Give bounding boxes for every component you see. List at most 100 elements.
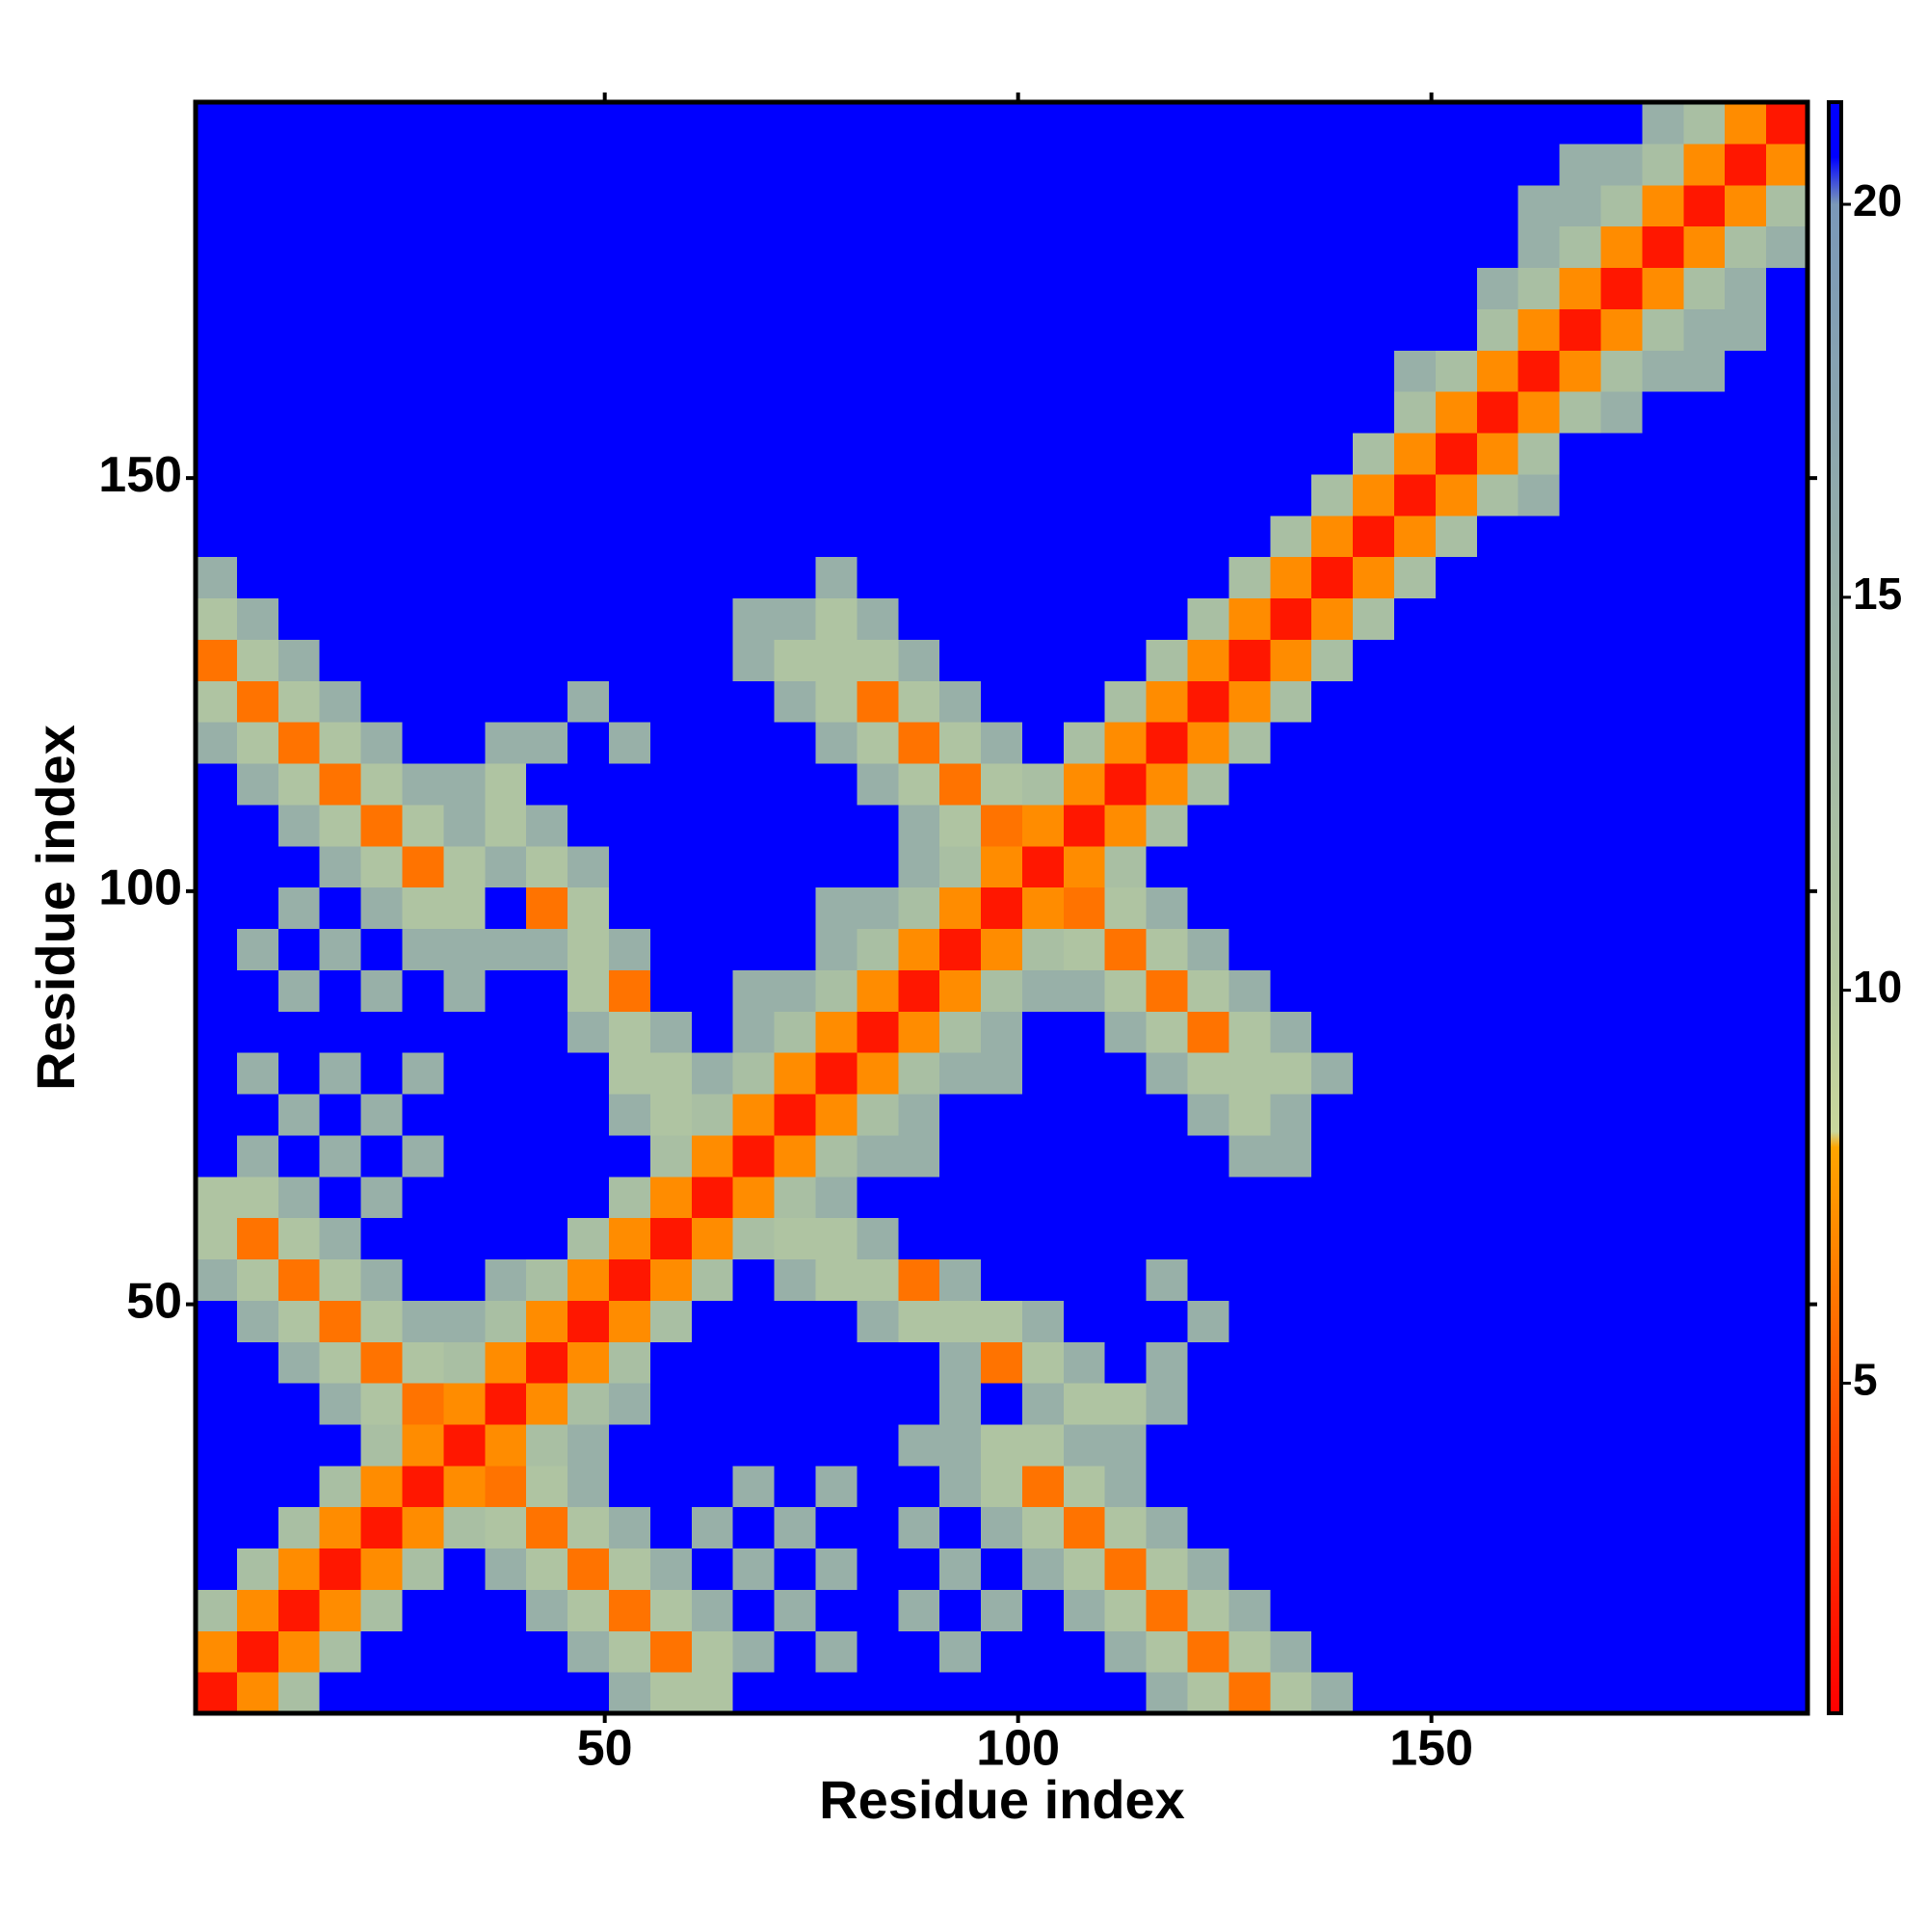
heatmap-cell xyxy=(485,1341,527,1384)
heatmap-cell xyxy=(277,143,321,186)
y-tick-label: 150 xyxy=(98,447,182,503)
heatmap-cell xyxy=(402,1052,444,1095)
heatmap-cell xyxy=(1353,969,1395,1012)
heatmap-cell xyxy=(898,556,940,599)
heatmap-cell xyxy=(608,1630,651,1673)
heatmap-cell xyxy=(1600,1672,1644,1714)
heatmap-cell xyxy=(774,515,817,558)
heatmap-cell xyxy=(1683,1011,1726,1053)
heatmap-cell xyxy=(1021,1548,1065,1590)
heatmap-cell xyxy=(1021,1176,1065,1219)
heatmap-cell xyxy=(1021,804,1065,847)
heatmap-cell xyxy=(732,102,776,145)
heatmap-cell xyxy=(1683,1300,1726,1342)
heatmap-cell xyxy=(1766,1589,1808,1631)
heatmap-cell xyxy=(1311,969,1354,1012)
heatmap-cell xyxy=(319,1052,362,1095)
heatmap-cell xyxy=(1146,1423,1189,1467)
colorbar-tick-label: 10 xyxy=(1853,962,1902,1012)
heatmap-cell xyxy=(1063,1548,1106,1590)
heatmap-cell xyxy=(1311,1093,1354,1136)
heatmap-cell xyxy=(196,308,238,351)
heatmap-cell xyxy=(1766,1548,1808,1590)
heatmap-cell xyxy=(1559,1217,1602,1260)
heatmap-cell xyxy=(732,1630,776,1673)
heatmap-cell xyxy=(443,639,486,681)
heatmap-cell xyxy=(1394,1423,1437,1467)
heatmap-cell xyxy=(774,1383,817,1425)
heatmap-cell xyxy=(1435,184,1478,227)
heatmap-cell xyxy=(568,1217,610,1260)
heatmap-cell xyxy=(1518,1300,1561,1342)
heatmap-cell xyxy=(485,1300,527,1342)
heatmap-cell xyxy=(277,1258,321,1301)
heatmap-cell xyxy=(1435,1341,1478,1384)
heatmap-cell xyxy=(1228,845,1271,888)
heatmap-cell xyxy=(1435,1258,1478,1301)
heatmap-cell xyxy=(1683,432,1726,475)
plot-frame xyxy=(193,99,1810,1716)
heatmap-cell xyxy=(1311,143,1354,186)
heatmap-cell xyxy=(526,597,568,640)
heatmap-cell xyxy=(277,515,321,558)
heatmap-cell xyxy=(1394,350,1437,392)
heatmap-cell xyxy=(236,1383,279,1425)
heatmap-cell xyxy=(1518,184,1561,227)
heatmap-cell xyxy=(526,1506,568,1549)
heatmap-cell xyxy=(1063,1093,1106,1136)
heatmap-cell xyxy=(1725,1589,1767,1631)
heatmap-cell xyxy=(485,1011,527,1053)
heatmap-cell xyxy=(898,391,940,434)
heatmap-cell xyxy=(1476,969,1519,1012)
heatmap-cell xyxy=(815,969,858,1012)
heatmap-cell xyxy=(1435,928,1478,970)
heatmap-cell xyxy=(1600,1300,1644,1342)
heatmap-cell xyxy=(691,1548,734,1590)
heatmap-cell xyxy=(360,308,404,351)
heatmap-cell xyxy=(1104,1383,1148,1425)
heatmap-cell xyxy=(1394,1589,1437,1631)
heatmap-cell xyxy=(236,1630,279,1673)
heatmap-cell xyxy=(1104,1548,1148,1590)
heatmap-cell xyxy=(1642,762,1684,806)
heatmap-cell xyxy=(1476,1548,1519,1590)
heatmap-cell xyxy=(277,639,321,681)
heatmap-cell xyxy=(898,308,940,351)
heatmap-cell xyxy=(691,143,734,186)
heatmap-cell xyxy=(1187,680,1230,723)
heatmap-cell xyxy=(1725,597,1767,640)
heatmap-cell xyxy=(1600,1217,1644,1260)
heatmap-cell xyxy=(1476,1300,1519,1342)
heatmap-cell xyxy=(568,928,610,970)
heatmap-cell xyxy=(236,762,279,806)
heatmap-cell xyxy=(857,1300,899,1342)
heatmap-cell xyxy=(360,225,404,269)
heatmap-cell xyxy=(1642,1548,1684,1590)
heatmap-cell xyxy=(1394,1548,1437,1590)
heatmap-cell xyxy=(1228,143,1271,186)
heatmap-cell xyxy=(1353,845,1395,888)
heatmap-cell xyxy=(1435,969,1478,1012)
heatmap-cell xyxy=(196,1506,238,1549)
heatmap-cell xyxy=(981,597,1023,640)
heatmap-cell xyxy=(1270,969,1312,1012)
heatmap-cell xyxy=(1353,887,1395,930)
heatmap-cell xyxy=(1311,1300,1354,1342)
heatmap-cell xyxy=(1353,1217,1395,1260)
heatmap-cell xyxy=(360,722,404,764)
heatmap-cell xyxy=(1270,1341,1312,1384)
heatmap-cell xyxy=(691,887,734,930)
heatmap-cell xyxy=(526,350,568,392)
heatmap-cell xyxy=(1021,1052,1065,1095)
heatmap-cell xyxy=(1559,308,1602,351)
heatmap-cell xyxy=(898,722,940,764)
heatmap-cell xyxy=(526,1176,568,1219)
heatmap-cell xyxy=(774,1134,817,1178)
heatmap-cell xyxy=(1518,391,1561,434)
heatmap-cell xyxy=(1021,845,1065,888)
heatmap-cell xyxy=(1146,845,1189,888)
heatmap-cell xyxy=(1642,680,1684,723)
heatmap xyxy=(196,102,1808,1714)
heatmap-cell xyxy=(649,804,693,847)
